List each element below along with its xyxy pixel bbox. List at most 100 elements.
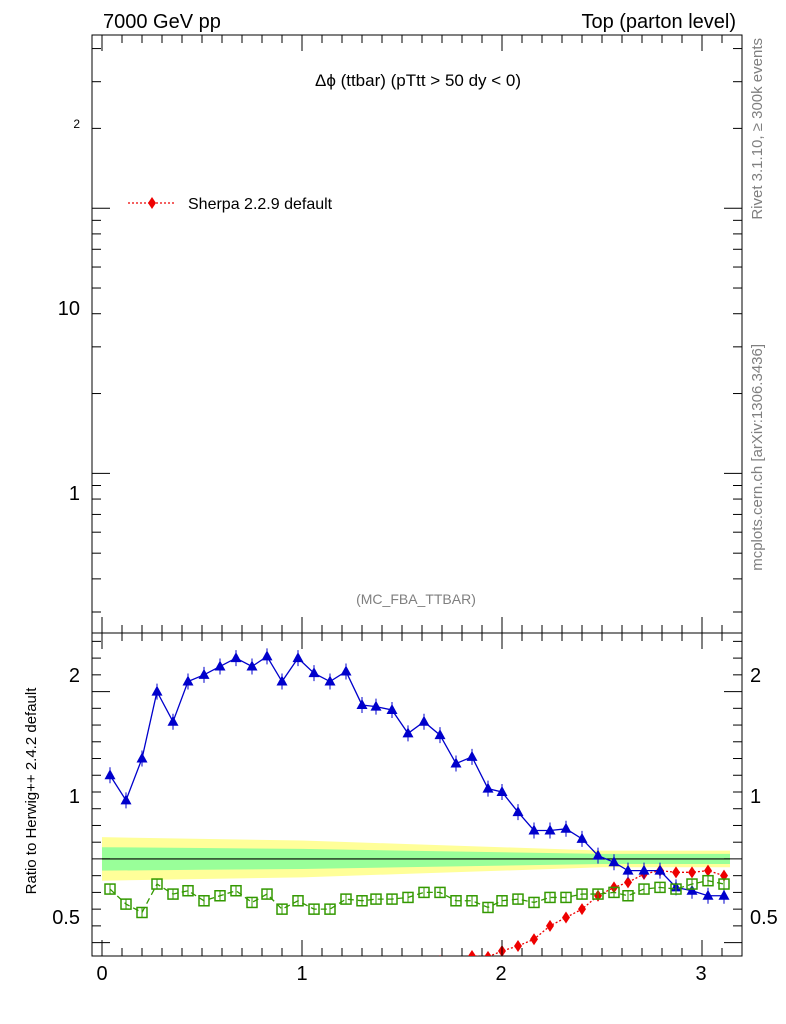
series-point-2	[512, 893, 524, 905]
series-point-0	[263, 958, 271, 970]
series-point-2	[622, 890, 634, 902]
series-point-2	[608, 886, 620, 899]
series-point-1	[214, 660, 226, 671]
series-point-1	[528, 824, 540, 835]
side-mcplots-label: mcplots.cern.ch [arXiv:1306.3436]	[749, 344, 766, 571]
series-point-1	[136, 752, 148, 763]
main-panel-ticks	[92, 35, 742, 633]
main-ytick-label-10: 10	[58, 298, 80, 320]
series-point-2	[670, 883, 682, 895]
series-point-0	[514, 939, 522, 952]
ratio-panel-frame	[91, 632, 743, 957]
series-point-1	[466, 750, 478, 761]
series-point-1	[230, 652, 242, 663]
series-point-1	[324, 675, 336, 686]
series-point-2	[136, 906, 148, 919]
series-point-2	[496, 895, 508, 907]
series-point-0	[452, 963, 460, 975]
series-point-2	[576, 888, 588, 900]
series-point-1	[482, 782, 494, 793]
series-point-1	[182, 675, 194, 686]
series-point-1	[702, 889, 714, 900]
ratio-plot-area	[102, 648, 730, 975]
series-point-0	[404, 963, 412, 975]
series-point-0	[688, 866, 696, 879]
ratio-xtick-label-0: 0	[96, 963, 107, 985]
series-line-2	[109, 880, 725, 914]
series-point-1	[576, 832, 588, 843]
series-point-1	[512, 806, 524, 817]
analysis-watermark: (MC_FBA_TTBAR)	[356, 591, 476, 607]
series-point-1	[386, 703, 398, 714]
series-point-2	[654, 881, 666, 894]
series-point-0	[439, 955, 441, 956]
series-point-2	[544, 891, 556, 904]
series-point-2	[340, 893, 352, 905]
ratio-ylabel: Ratio to Herwig++ 2.4.2 default	[23, 687, 40, 895]
header-left: 7000 GeV pp	[103, 11, 221, 33]
series-point-2	[528, 896, 540, 909]
series-point-2	[402, 891, 414, 904]
main-panel-title: Δϕ (ttbar) (pTtt > 50 dy < 0)	[315, 71, 521, 90]
series-point-1	[292, 652, 304, 663]
series-point-0	[624, 876, 632, 889]
series-point-0	[153, 958, 161, 970]
main-ytick-label-2: 2	[73, 117, 80, 131]
series-point-1	[450, 757, 462, 768]
series-point-0	[562, 911, 570, 924]
series-point-1	[496, 785, 508, 796]
series-point-2	[370, 893, 382, 905]
series-point-1	[276, 675, 288, 686]
series-point-1	[167, 715, 179, 726]
series-point-2	[198, 895, 210, 907]
series-point-2	[324, 903, 336, 915]
ratio-ytick-label-right-1: 1	[750, 786, 761, 808]
series-point-2	[261, 888, 273, 900]
ratio-ytick-label-left-1: 1	[69, 786, 80, 808]
series-point-1	[402, 727, 414, 738]
legend-label-sherpa: Sherpa 2.2.9 default	[188, 196, 333, 213]
series-point-1	[151, 685, 163, 696]
series-point-1	[120, 794, 132, 805]
ratio-panel: 0.5 1 2 0.5 1 2 0 1 2 3 Ratio to Herwig+…	[23, 632, 778, 985]
ratio-panel-ticks	[92, 633, 742, 956]
series-point-0	[530, 933, 538, 946]
series-point-2	[386, 893, 398, 905]
series-point-2	[450, 895, 462, 907]
series-point-1	[246, 660, 258, 671]
series-point-1	[418, 715, 430, 726]
series-point-2	[292, 895, 304, 907]
series-point-1	[718, 889, 730, 900]
series-point-1	[308, 667, 320, 678]
ratio-clipped-content	[102, 648, 730, 975]
series-point-0	[468, 950, 476, 956]
ratio-ytick-label-left-2: 2	[69, 665, 80, 687]
series-point-2	[592, 888, 604, 900]
main-panel-frame	[91, 34, 743, 634]
series-point-2	[214, 890, 226, 902]
series-point-1	[370, 700, 382, 711]
ratio-xtick-label-3: 3	[695, 963, 706, 985]
series-point-1	[356, 698, 368, 709]
series-point-2	[466, 895, 478, 907]
legend: Sherpa 2.2.9 default	[128, 196, 333, 213]
series-point-1	[638, 864, 650, 875]
series-point-2	[418, 886, 430, 899]
series-point-1	[104, 769, 116, 780]
series-point-0	[484, 950, 492, 956]
series-point-2	[686, 878, 698, 890]
ratio-ytick-label-right-2: 2	[750, 665, 761, 687]
series-point-1	[592, 849, 604, 860]
series-point-1	[654, 864, 666, 875]
series-point-2	[638, 883, 650, 895]
side-rivet-label: Rivet 3.1.10, ≥ 300k events	[749, 38, 766, 220]
series-point-1	[261, 650, 273, 661]
series-point-2	[356, 895, 368, 907]
series-point-2	[560, 891, 572, 904]
series-point-0	[578, 903, 586, 916]
legend-marker-sherpa	[148, 197, 156, 209]
series-point-0	[704, 864, 712, 877]
series-point-1	[340, 665, 352, 676]
header-right: Top (parton level)	[581, 11, 736, 33]
series-point-2	[276, 903, 288, 915]
